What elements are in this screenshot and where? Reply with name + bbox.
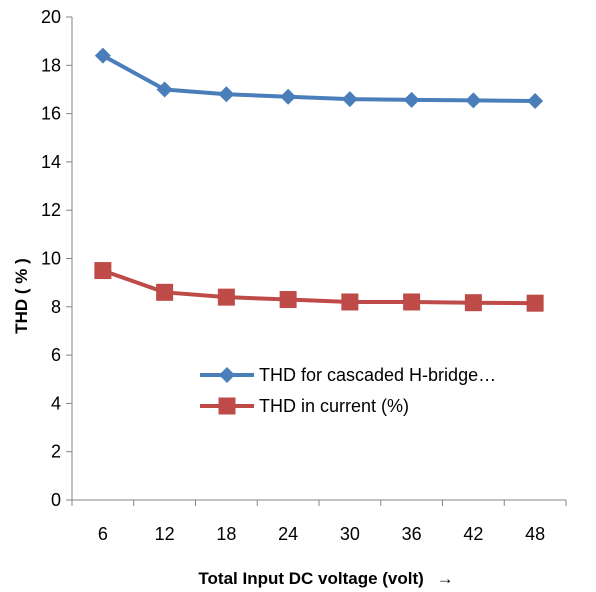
y-tick-label: 20 <box>41 7 61 27</box>
x-tick-label: 18 <box>216 524 236 544</box>
data-point <box>341 91 358 108</box>
data-point <box>279 291 297 309</box>
y-tick-label: 6 <box>51 345 61 365</box>
data-point <box>341 293 359 311</box>
y-tick-label: 4 <box>51 393 61 413</box>
legend: THD for cascaded H-bridge… THD in current… <box>200 365 496 416</box>
legend-label: THD in current (%) <box>259 396 409 416</box>
data-point <box>156 81 173 98</box>
y-tick-label: 16 <box>41 104 61 124</box>
y-tick-label: 0 <box>51 490 61 510</box>
x-tick-label: 12 <box>155 524 175 544</box>
data-point <box>464 294 482 312</box>
data-point <box>156 283 174 301</box>
y-axis-title: THD ( % ) <box>12 258 31 334</box>
legend-label: THD for cascaded H-bridge… <box>259 365 496 385</box>
y-tick-label: 18 <box>41 55 61 75</box>
data-point <box>526 294 544 312</box>
series-line <box>101 53 536 104</box>
y-tick-label: 14 <box>41 152 61 172</box>
x-tick-label: 24 <box>278 524 298 544</box>
series-layer <box>94 47 544 312</box>
x-tick-label: 30 <box>340 524 360 544</box>
y-tick-label: 8 <box>51 297 61 317</box>
y-tick-label: 12 <box>41 200 61 220</box>
data-point <box>218 86 235 103</box>
x-tick-label: 48 <box>525 524 545 544</box>
x-axis-arrow: → <box>437 569 454 588</box>
data-point <box>465 92 482 109</box>
data-point <box>403 91 420 108</box>
series-1 <box>94 47 544 110</box>
data-point <box>94 262 112 280</box>
legend-marker <box>218 397 236 415</box>
y-tick-label: 10 <box>41 249 61 269</box>
x-axis-title-text: Total Input DC voltage (volt) <box>198 569 423 588</box>
x-tick-label: 6 <box>98 524 108 544</box>
y-axis: 0 2 4 6 8 10 12 14 16 18 20 <box>41 7 73 510</box>
y-tick-label: 2 <box>51 442 61 462</box>
x-tick-label: 36 <box>402 524 422 544</box>
data-point <box>403 293 421 311</box>
data-point <box>280 88 297 105</box>
x-axis: 6 12 18 24 30 36 42 48 <box>71 499 567 544</box>
legend-marker <box>219 367 235 383</box>
x-tick-label: 42 <box>463 524 483 544</box>
series-line <box>102 268 536 306</box>
x-axis-title: Total Input DC voltage (volt) → <box>198 569 453 588</box>
data-point <box>527 93 544 110</box>
data-point <box>217 288 235 306</box>
series-2 <box>94 262 544 312</box>
data-point <box>94 47 111 64</box>
